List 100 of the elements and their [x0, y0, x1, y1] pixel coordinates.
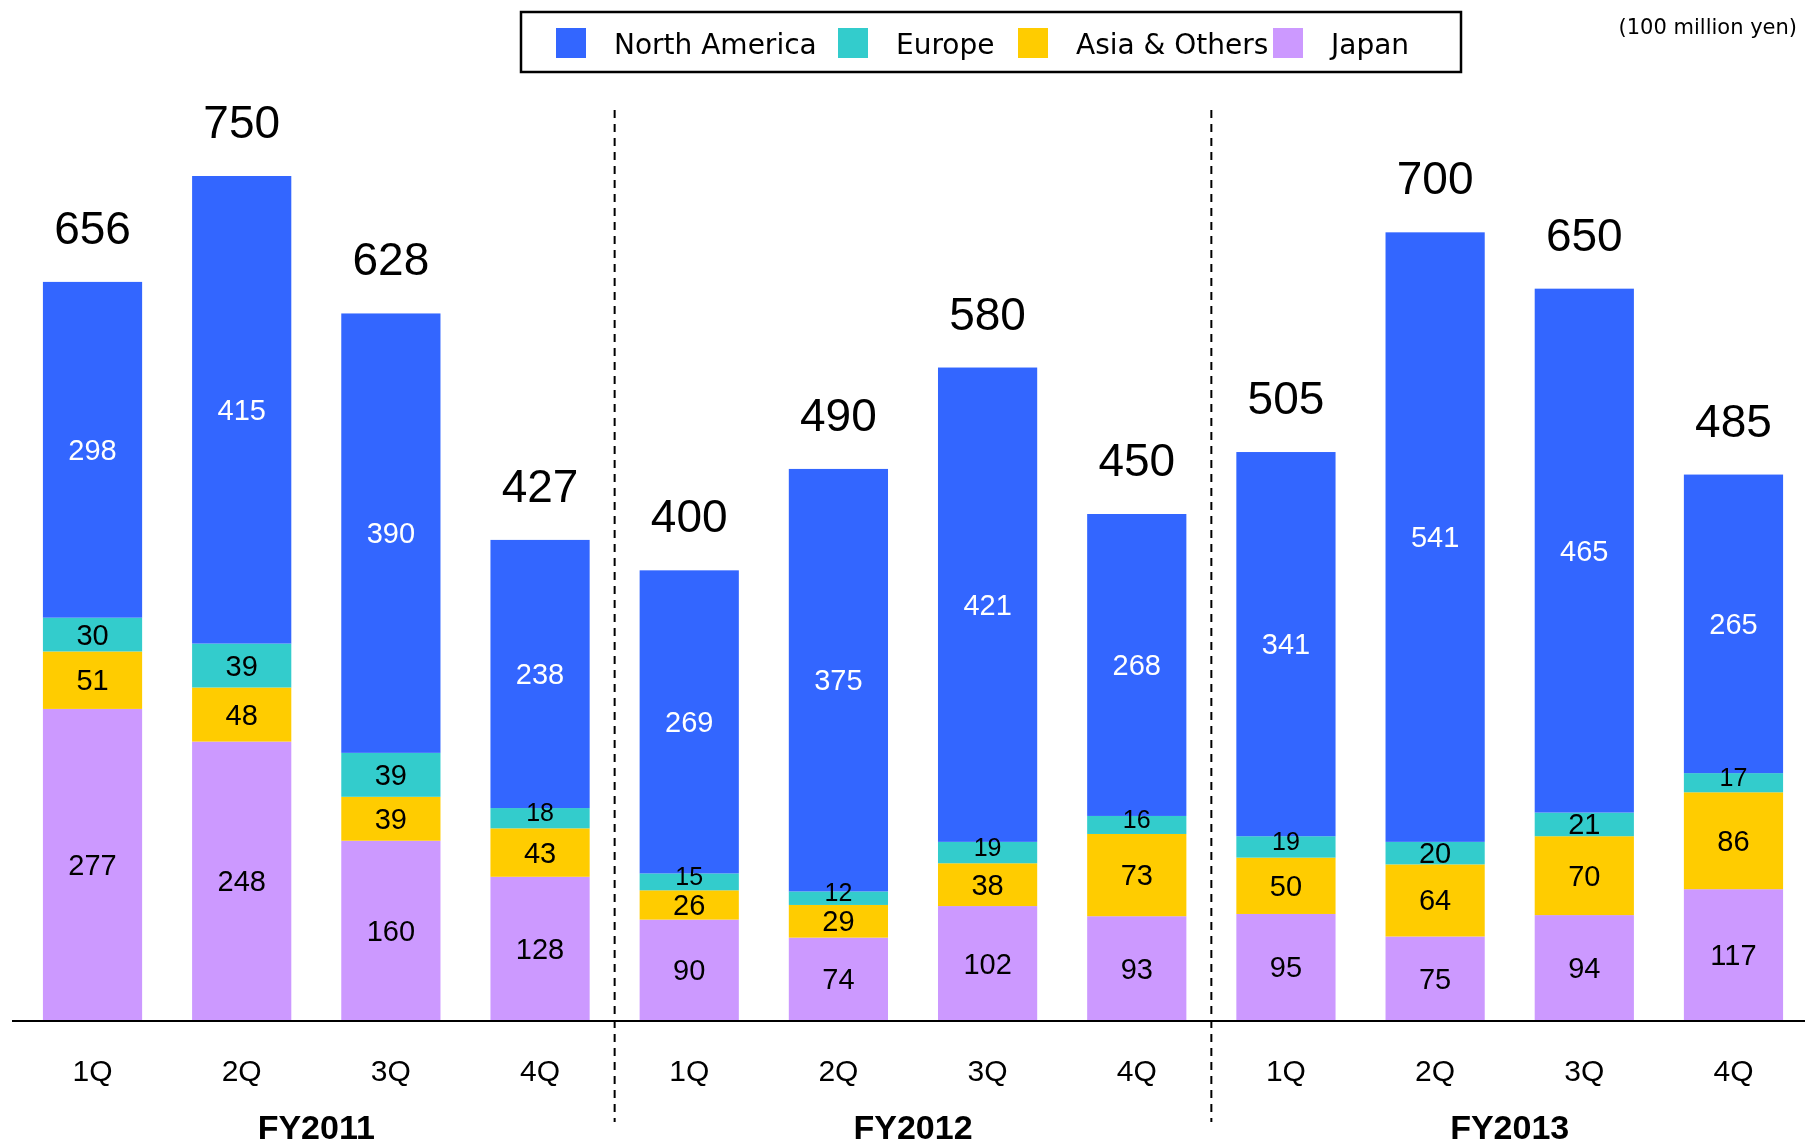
- total-label: 580: [949, 287, 1026, 340]
- bar: [788, 937, 889, 1021]
- data-label: 415: [217, 393, 266, 426]
- bar: [1683, 792, 1784, 890]
- total-label: 427: [501, 459, 579, 512]
- text: FY2011: [257, 1108, 375, 1146]
- data-label: 94: [1568, 952, 1601, 985]
- data-label: 86: [1717, 824, 1750, 857]
- data-label: 421: [963, 588, 1012, 621]
- bar: [42, 281, 143, 618]
- x-tick-label: 2Q: [1415, 1054, 1456, 1087]
- data-label: 39: [225, 649, 258, 682]
- data-label: 64: [1418, 884, 1452, 917]
- bar: [42, 708, 143, 1021]
- data-label: 117: [1710, 939, 1757, 972]
- data-label: 51: [76, 664, 109, 697]
- bar: [1534, 915, 1634, 1021]
- bar: [937, 863, 1038, 907]
- data-label: 298: [68, 433, 117, 466]
- bar: [1236, 857, 1336, 914]
- bar: [1534, 836, 1634, 916]
- data-label: 29: [822, 905, 855, 938]
- x-tick-label: 1Q: [669, 1054, 710, 1087]
- data-label: 19: [1272, 826, 1300, 855]
- bar: [639, 890, 739, 920]
- bar: [1683, 889, 1784, 1021]
- bar: [1236, 913, 1336, 1021]
- bar: [192, 741, 292, 1021]
- total-label: 450: [1098, 434, 1176, 486]
- legend-label: Asia & Others: [1076, 28, 1269, 61]
- data-label: 19: [973, 832, 1002, 861]
- data-label: 73: [1120, 859, 1153, 892]
- bar: [341, 752, 441, 797]
- data-label: 102: [963, 947, 1012, 980]
- bar: [42, 651, 143, 709]
- legend-label: Japan: [1329, 28, 1410, 61]
- bar: [1534, 288, 1634, 813]
- data-label: 17: [1719, 762, 1748, 791]
- total-label: 490: [800, 388, 877, 441]
- x-tick-label: 1Q: [72, 1054, 113, 1087]
- data-label: 15: [675, 861, 704, 890]
- text: FY2012: [853, 1108, 973, 1146]
- bar: [490, 876, 590, 1021]
- data-label: 128: [515, 932, 565, 965]
- bar: [192, 176, 292, 644]
- data-label: 160: [366, 914, 416, 947]
- data-label: 26: [673, 888, 706, 921]
- data-label: 269: [665, 705, 714, 738]
- data-label: 265: [1709, 607, 1758, 640]
- bar: [341, 313, 441, 753]
- data-label: 74: [822, 963, 855, 996]
- total-label: 628: [352, 233, 430, 286]
- data-label: 39: [374, 758, 408, 791]
- data-label: 43: [523, 836, 557, 869]
- x-tick-label: 4Q: [520, 1054, 561, 1087]
- total-label: 656: [54, 201, 131, 254]
- data-label: 50: [1269, 869, 1303, 902]
- x-tick-label: 2Q: [221, 1054, 262, 1087]
- total-label: 485: [1695, 394, 1772, 447]
- data-label: 238: [515, 657, 565, 690]
- total-label: 750: [203, 96, 281, 148]
- bar: [1087, 833, 1187, 917]
- data-label: 277: [68, 848, 117, 881]
- data-label: 16: [1122, 804, 1151, 833]
- x-tick-label: 4Q: [1116, 1054, 1157, 1087]
- legend-label: Europe: [896, 28, 995, 61]
- text: FY2013: [1450, 1108, 1570, 1146]
- x-tick-label: 3Q: [967, 1054, 1008, 1087]
- data-label: 21: [1568, 808, 1601, 841]
- data-label: 541: [1410, 521, 1460, 554]
- data-label: 12: [824, 878, 853, 907]
- x-tick-label: 2Q: [818, 1054, 859, 1087]
- x-tick-label: 1Q: [1265, 1054, 1306, 1087]
- data-label: 341: [1261, 628, 1311, 661]
- bar: [788, 904, 889, 938]
- total-label: 700: [1396, 152, 1474, 205]
- data-label: 30: [76, 618, 109, 651]
- total-label: 400: [650, 490, 728, 543]
- data-label: 70: [1568, 859, 1601, 892]
- data-label: 38: [971, 868, 1004, 901]
- data-label: 75: [1418, 962, 1452, 995]
- data-label: 465: [1560, 534, 1609, 567]
- data-label: 18: [526, 798, 554, 827]
- bar: [639, 919, 739, 1021]
- bar: [1385, 936, 1485, 1021]
- data-label: 390: [366, 517, 416, 550]
- bar: [341, 840, 441, 1021]
- data-label: 48: [225, 698, 258, 731]
- x-tick-label: 3Q: [370, 1054, 411, 1087]
- data-label: 375: [814, 664, 863, 697]
- legend-label: North America: [614, 28, 817, 61]
- data-label: 39: [374, 802, 408, 835]
- data-label: 268: [1112, 648, 1161, 681]
- x-tick-label: 4Q: [1713, 1054, 1754, 1087]
- total-label: 650: [1545, 208, 1623, 261]
- text: (100 million yen): [1618, 15, 1797, 39]
- data-label: 20: [1418, 837, 1452, 870]
- data-label: 90: [673, 954, 706, 987]
- bar: [490, 828, 590, 877]
- bar: [1087, 916, 1187, 1021]
